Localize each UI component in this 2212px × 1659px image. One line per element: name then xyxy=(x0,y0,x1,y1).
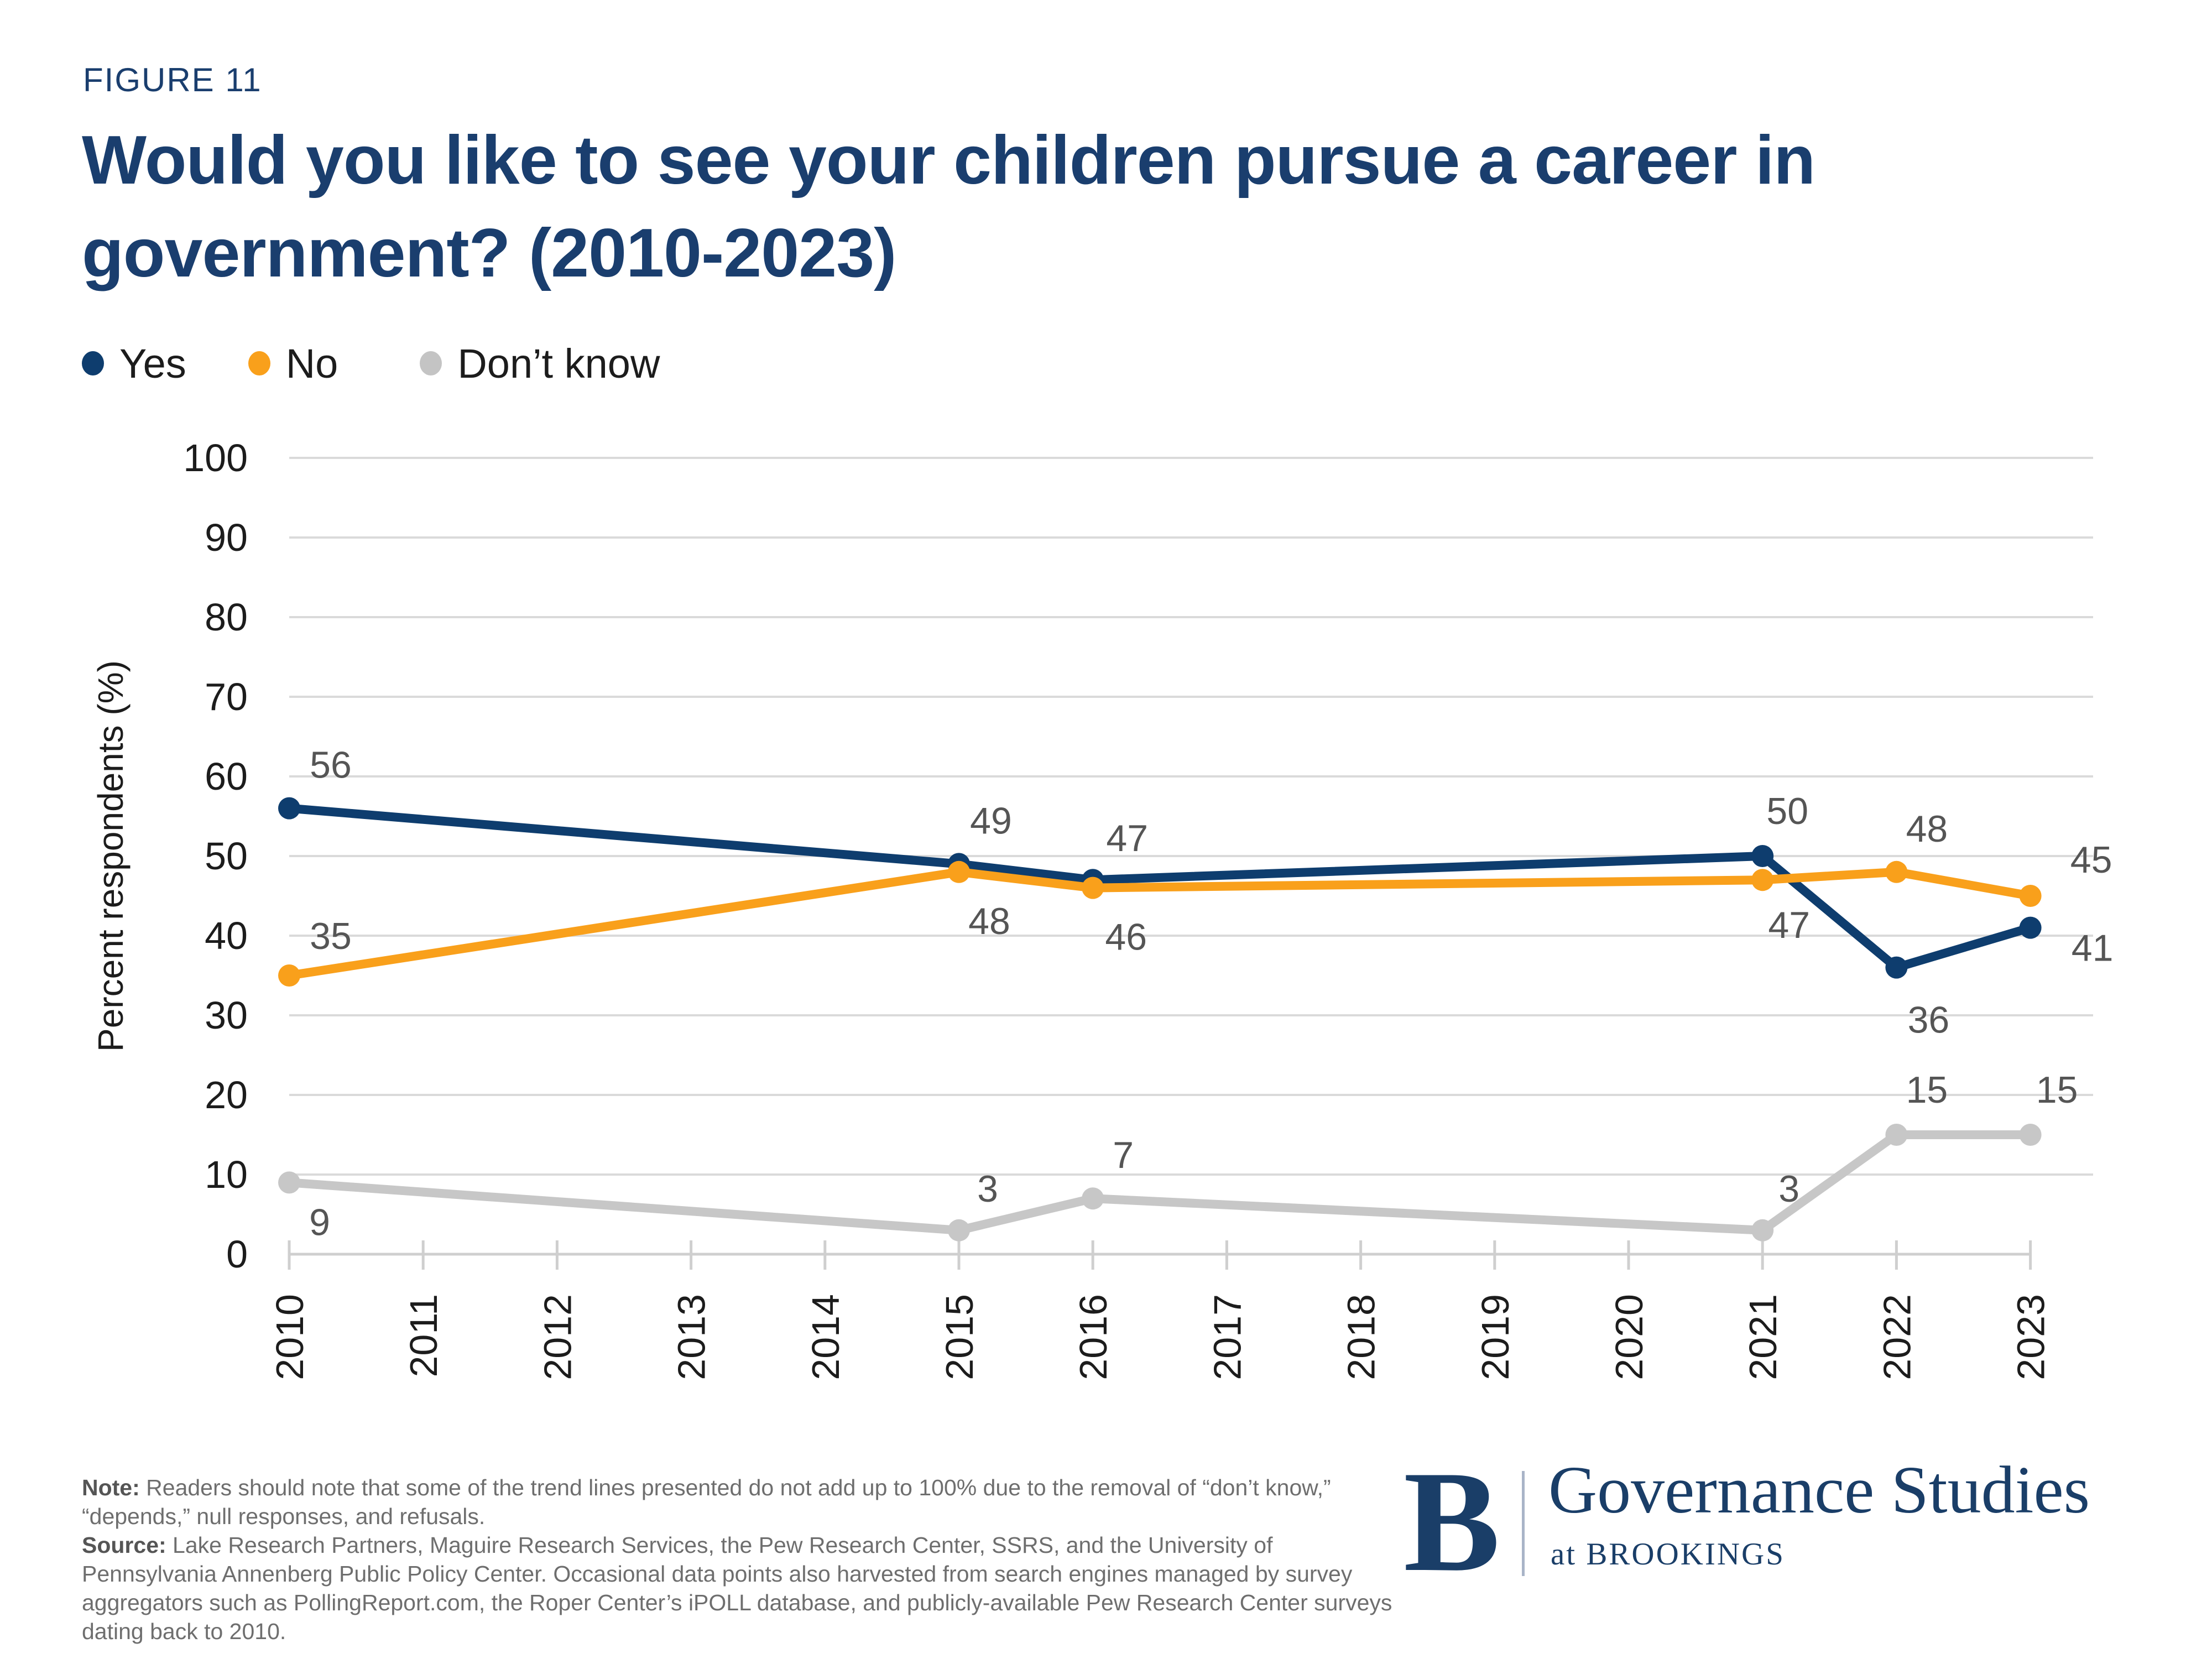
legend-item-yes: Yes xyxy=(82,340,186,387)
y-tick-label: 40 xyxy=(205,914,248,957)
x-tick-label: 2018 xyxy=(1340,1294,1383,1380)
data-point-label: 3 xyxy=(1778,1168,1799,1210)
x-tick-label: 2022 xyxy=(1875,1294,1918,1380)
x-tick-label: 2020 xyxy=(1608,1294,1651,1380)
data-point-label: 48 xyxy=(1906,808,1948,850)
data-point xyxy=(2019,916,2042,939)
y-tick-label: 10 xyxy=(205,1153,248,1196)
data-point xyxy=(1885,1124,1908,1146)
legend-item-dont-know: Don’t know xyxy=(420,340,660,387)
data-point xyxy=(278,1171,300,1194)
data-point xyxy=(278,964,300,987)
logo-org-name: Governance Studies xyxy=(1548,1453,2090,1527)
x-tick-label: 2016 xyxy=(1072,1294,1115,1380)
legend-label: Don’t know xyxy=(457,340,660,387)
data-point xyxy=(1885,860,1908,883)
legend-dot-yes-icon xyxy=(82,351,104,375)
data-point-label: 50 xyxy=(1766,790,1808,832)
x-tick-label: 2023 xyxy=(2010,1294,2053,1380)
note-label: Note: xyxy=(82,1475,140,1500)
data-point xyxy=(1082,877,1104,899)
figure-label: FIGURE 11 xyxy=(83,61,262,98)
data-point-label: 41 xyxy=(2072,927,2114,969)
data-point xyxy=(1082,1187,1104,1210)
data-point-label: 45 xyxy=(2070,839,2112,881)
x-tick-label: 2021 xyxy=(1741,1294,1785,1380)
brookings-logo: B Governance Studies at BROOKINGS xyxy=(1404,1449,2189,1631)
data-point-label: 36 xyxy=(1908,999,1950,1041)
source-paragraph: Source: Lake Research Partners, Maguire … xyxy=(82,1531,1406,1646)
data-point-label: 56 xyxy=(310,744,352,786)
y-tick-label: 100 xyxy=(183,436,248,479)
data-point-label: 49 xyxy=(970,800,1012,842)
data-point-label: 9 xyxy=(309,1201,330,1243)
y-tick-label: 20 xyxy=(205,1073,248,1117)
source-label: Source: xyxy=(82,1532,166,1558)
y-axis-title: Percent respondents (%) xyxy=(91,660,131,1052)
y-tick-label: 90 xyxy=(205,516,248,559)
y-tick-label: 50 xyxy=(205,834,248,878)
brookings-b-icon: B xyxy=(1404,1441,1500,1601)
logo-divider xyxy=(1522,1471,1525,1576)
data-point xyxy=(278,797,300,820)
data-point-label: 47 xyxy=(1768,904,1810,946)
x-tick-label: 2013 xyxy=(670,1294,713,1380)
source-text: Lake Research Partners, Maguire Research… xyxy=(82,1532,1392,1644)
legend-item-no: No xyxy=(248,340,338,387)
x-tick-label: 2011 xyxy=(402,1294,445,1378)
y-tick-label: 80 xyxy=(205,596,248,639)
legend-label: No xyxy=(285,340,338,387)
data-point xyxy=(1751,869,1774,891)
x-tick-label: 2019 xyxy=(1474,1294,1517,1380)
y-tick-label: 60 xyxy=(205,755,248,798)
data-point-label: 46 xyxy=(1105,916,1147,958)
legend-dot-no-icon xyxy=(248,351,270,375)
y-tick-label: 30 xyxy=(205,994,248,1037)
series-line-yes xyxy=(285,804,2035,972)
y-tick-label: 70 xyxy=(205,675,248,718)
y-tick-label: 0 xyxy=(226,1233,248,1276)
data-point-label: 15 xyxy=(2036,1069,2078,1111)
data-point-label: 35 xyxy=(310,915,352,957)
data-point xyxy=(2019,885,2042,907)
data-point-label: 47 xyxy=(1106,817,1148,859)
note-text: Readers should note that some of the tre… xyxy=(82,1475,1331,1529)
data-point xyxy=(948,860,970,883)
data-point-label: 15 xyxy=(1906,1069,1948,1111)
data-point xyxy=(2019,1124,2042,1146)
data-point xyxy=(948,1219,970,1241)
note-paragraph: Note: Readers should note that some of t… xyxy=(82,1473,1406,1531)
legend-label: Yes xyxy=(119,340,186,387)
x-tick-label: 2014 xyxy=(804,1294,847,1380)
chart-legend: Yes No Don’t know xyxy=(82,338,660,388)
logo-sub-name: at BROOKINGS xyxy=(1551,1537,1785,1572)
page-title: Would you like to see your children purs… xyxy=(82,122,1815,291)
series-line-no xyxy=(285,867,2035,980)
data-point-label: 3 xyxy=(977,1168,998,1210)
x-tick-label: 2017 xyxy=(1206,1294,1249,1380)
data-point-label: 48 xyxy=(968,900,1010,942)
legend-dot-dont-know-icon xyxy=(420,351,442,375)
data-point xyxy=(1751,1219,1774,1241)
data-point xyxy=(1885,956,1908,979)
footnotes: Note: Readers should note that some of t… xyxy=(82,1473,1406,1646)
x-tick-label: 2010 xyxy=(268,1294,311,1380)
data-point xyxy=(1751,845,1774,867)
x-tick-label: 2012 xyxy=(536,1294,579,1380)
x-tick-label: 2015 xyxy=(938,1294,981,1380)
data-point-label: 7 xyxy=(1113,1134,1134,1176)
series-line-don-t-know xyxy=(285,1130,2035,1235)
